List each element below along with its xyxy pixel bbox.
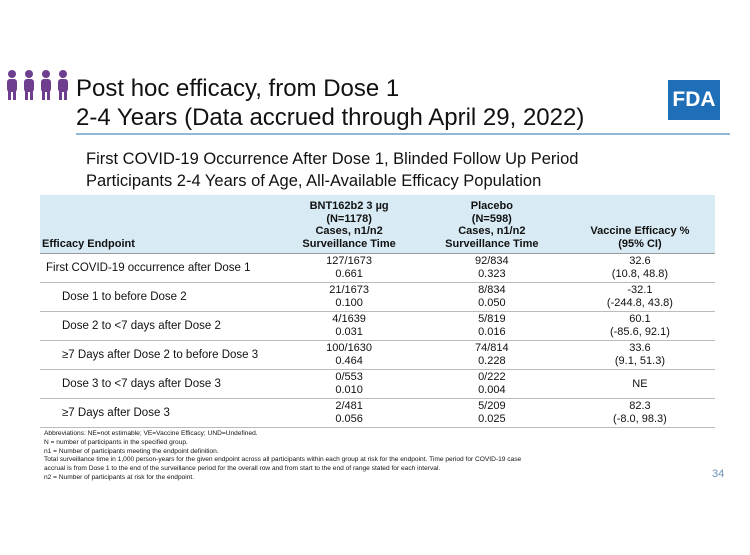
footnote: n2 = Number of participants at risk for … — [44, 474, 195, 481]
footnote: accrual is from Dose 1 to the end of the… — [44, 465, 441, 473]
table-row: ≥7 Days after Dose 3 2/481 0.056 5/209 0.025… — [40, 398, 715, 428]
vaccine-cell: 127/1673 0.661 — [279, 253, 419, 283]
efficacy-table: Efficacy Endpoint BNT162b2 3 µg (N=1178) Ca… — [40, 195, 715, 428]
header-line: Surveillance Time — [445, 237, 539, 250]
efficacy-cell: 33.6 (9.1, 51.3) — [564, 340, 715, 370]
efficacy-cell: -32.1 (-244.8, 43.8) — [564, 282, 715, 312]
cell-line: 4/1639 — [332, 313, 366, 325]
vaccine-cell: 4/1639 0.031 — [279, 311, 419, 341]
cell-line: 0.025 — [478, 413, 506, 425]
cell-line: 8/834 — [478, 284, 506, 296]
efficacy-cell: 60.1 (-85.6, 92.1) — [564, 311, 715, 341]
placebo-cell: 8/834 0.050 — [418, 282, 565, 312]
cell-line: 2/481 — [335, 400, 363, 412]
column-header: Efficacy Endpoint — [40, 195, 280, 254]
cell-line: 5/209 — [478, 400, 506, 412]
cell-line: 100/1630 — [326, 342, 373, 354]
cell-line: 60.1 — [629, 313, 651, 325]
footnote: Total surveillance time in 1,000 person-… — [44, 456, 522, 464]
placebo-cell: 0/222 0.004 — [418, 369, 565, 399]
header-line: Efficacy Endpoint — [42, 237, 135, 250]
title-rule — [76, 133, 730, 135]
table-row: Dose 1 to before Dose 2 21/1673 0.100 8/834… — [40, 282, 715, 312]
footnote: n1 = Number of participants meeting the … — [44, 447, 219, 455]
header-line: Surveillance Time — [302, 237, 396, 250]
cell-line: 21/1673 — [329, 284, 369, 296]
table-title: First COVID-19 Occurrence After Dose 1, … — [86, 150, 579, 168]
cell-line: 92/834 — [475, 255, 509, 267]
cell-line: -32.1 — [627, 284, 653, 296]
efficacy-cell: 32.6 (10.8, 48.8) — [564, 253, 715, 283]
vaccine-cell: 100/1630 0.464 — [279, 340, 419, 370]
cell-line: 0.323 — [478, 268, 506, 280]
cell-line: NE — [632, 377, 648, 390]
cell-line: 5/819 — [478, 313, 506, 325]
placebo-cell: 92/834 0.323 — [418, 253, 565, 283]
cell-line: 127/1673 — [326, 255, 373, 267]
footnote: N = number of participants in the specif… — [44, 438, 188, 446]
placebo-cell: 74/814 0.228 — [418, 340, 565, 370]
endpoint-cell: Dose 1 to before Dose 2 — [40, 282, 280, 312]
table-row: First COVID-19 occurrence after Dose 1 12… — [40, 253, 715, 283]
endpoint-cell: ≥7 Days after Dose 2 to before Dose 3 — [40, 340, 280, 370]
endpoint-cell: Dose 2 to <7 days after Dose 2 — [40, 311, 280, 341]
table-row: ≥7 Days after Dose 2 to before Dose 3 100… — [40, 340, 715, 370]
cell-line: (-244.8, 43.8) — [606, 297, 673, 309]
fda-logo: FDA — [668, 80, 720, 120]
page-number: 34 — [712, 468, 725, 480]
table-title: Participants 2-4 Years of Age, All-Avail… — [86, 172, 542, 190]
cell-line: 0/553 — [335, 371, 363, 383]
people-icon — [7, 70, 68, 100]
efficacy-cell: 82.3 (-8.0, 98.3) — [564, 398, 715, 428]
cell-line: 82.3 — [629, 400, 651, 412]
header-line: Vaccine Efficacy % — [590, 225, 690, 237]
efficacy-cell: NE — [564, 369, 715, 399]
vaccine-cell: 0/553 0.010 — [279, 369, 419, 399]
title-line: 2-4 Years (Data accrued through April 29… — [76, 104, 585, 131]
table-row: Dose 2 to <7 days after Dose 2 4/1639 0.03… — [40, 311, 715, 341]
header-line: (N=598) — [471, 212, 512, 225]
header-line: Cases, n1/n2 — [458, 225, 526, 237]
cell-line: 0.100 — [335, 297, 363, 309]
cell-line: 0.004 — [478, 384, 506, 396]
cell-line: 0.016 — [478, 326, 506, 338]
vaccine-cell: 21/1673 0.100 — [279, 282, 419, 312]
column-header: BNT162b2 3 µg (N=1178) Cases, n1/n2 Surveil… — [279, 195, 419, 254]
cell-line: (9.1, 51.3) — [614, 355, 665, 367]
table-row: Dose 3 to <7 days after Dose 3 0/553 0.010… — [40, 369, 715, 399]
endpoint-cell: First COVID-19 occurrence after Dose 1 — [40, 253, 280, 283]
header-line: (95% CI) — [618, 237, 662, 250]
cell-line: 0.661 — [335, 268, 363, 280]
cell-line: 32.6 — [629, 255, 651, 267]
vaccine-cell: 2/481 0.056 — [279, 398, 419, 428]
endpoint-cell: ≥7 Days after Dose 3 — [40, 398, 280, 428]
column-header: Placebo (N=598) Cases, n1/n2 Surveillance T… — [418, 195, 565, 254]
placebo-cell: 5/819 0.016 — [418, 311, 565, 341]
column-header: Vaccine Efficacy % (95% CI) — [564, 195, 715, 254]
cell-line: (-85.6, 92.1) — [609, 326, 670, 338]
header-line: Cases, n1/n2 — [315, 225, 383, 237]
cell-line: 0.050 — [478, 297, 506, 309]
title-line: Post hoc efficacy, from Dose 1 — [76, 75, 400, 102]
cell-line: 33.6 — [629, 342, 651, 354]
header-line: BNT162b2 3 µg — [309, 200, 389, 212]
cell-line: 0.031 — [335, 326, 363, 338]
cell-line: 0.010 — [335, 384, 363, 396]
cell-line: 0.464 — [335, 355, 363, 367]
cell-line: 0.056 — [335, 413, 363, 425]
cell-line: 74/814 — [475, 342, 509, 354]
placebo-cell: 5/209 0.025 — [418, 398, 565, 428]
footnote: Abbreviations: NE=not estimable; VE=Vacc… — [44, 430, 258, 437]
header-line: (N=1178) — [326, 212, 372, 225]
endpoint-cell: Dose 3 to <7 days after Dose 3 — [40, 369, 280, 399]
cell-line: 0/222 — [478, 371, 506, 383]
cell-line: (10.8, 48.8) — [611, 268, 669, 280]
cell-line: 0.228 — [478, 355, 506, 367]
cell-line: (-8.0, 98.3) — [613, 413, 667, 425]
header-line: Placebo — [470, 200, 513, 212]
